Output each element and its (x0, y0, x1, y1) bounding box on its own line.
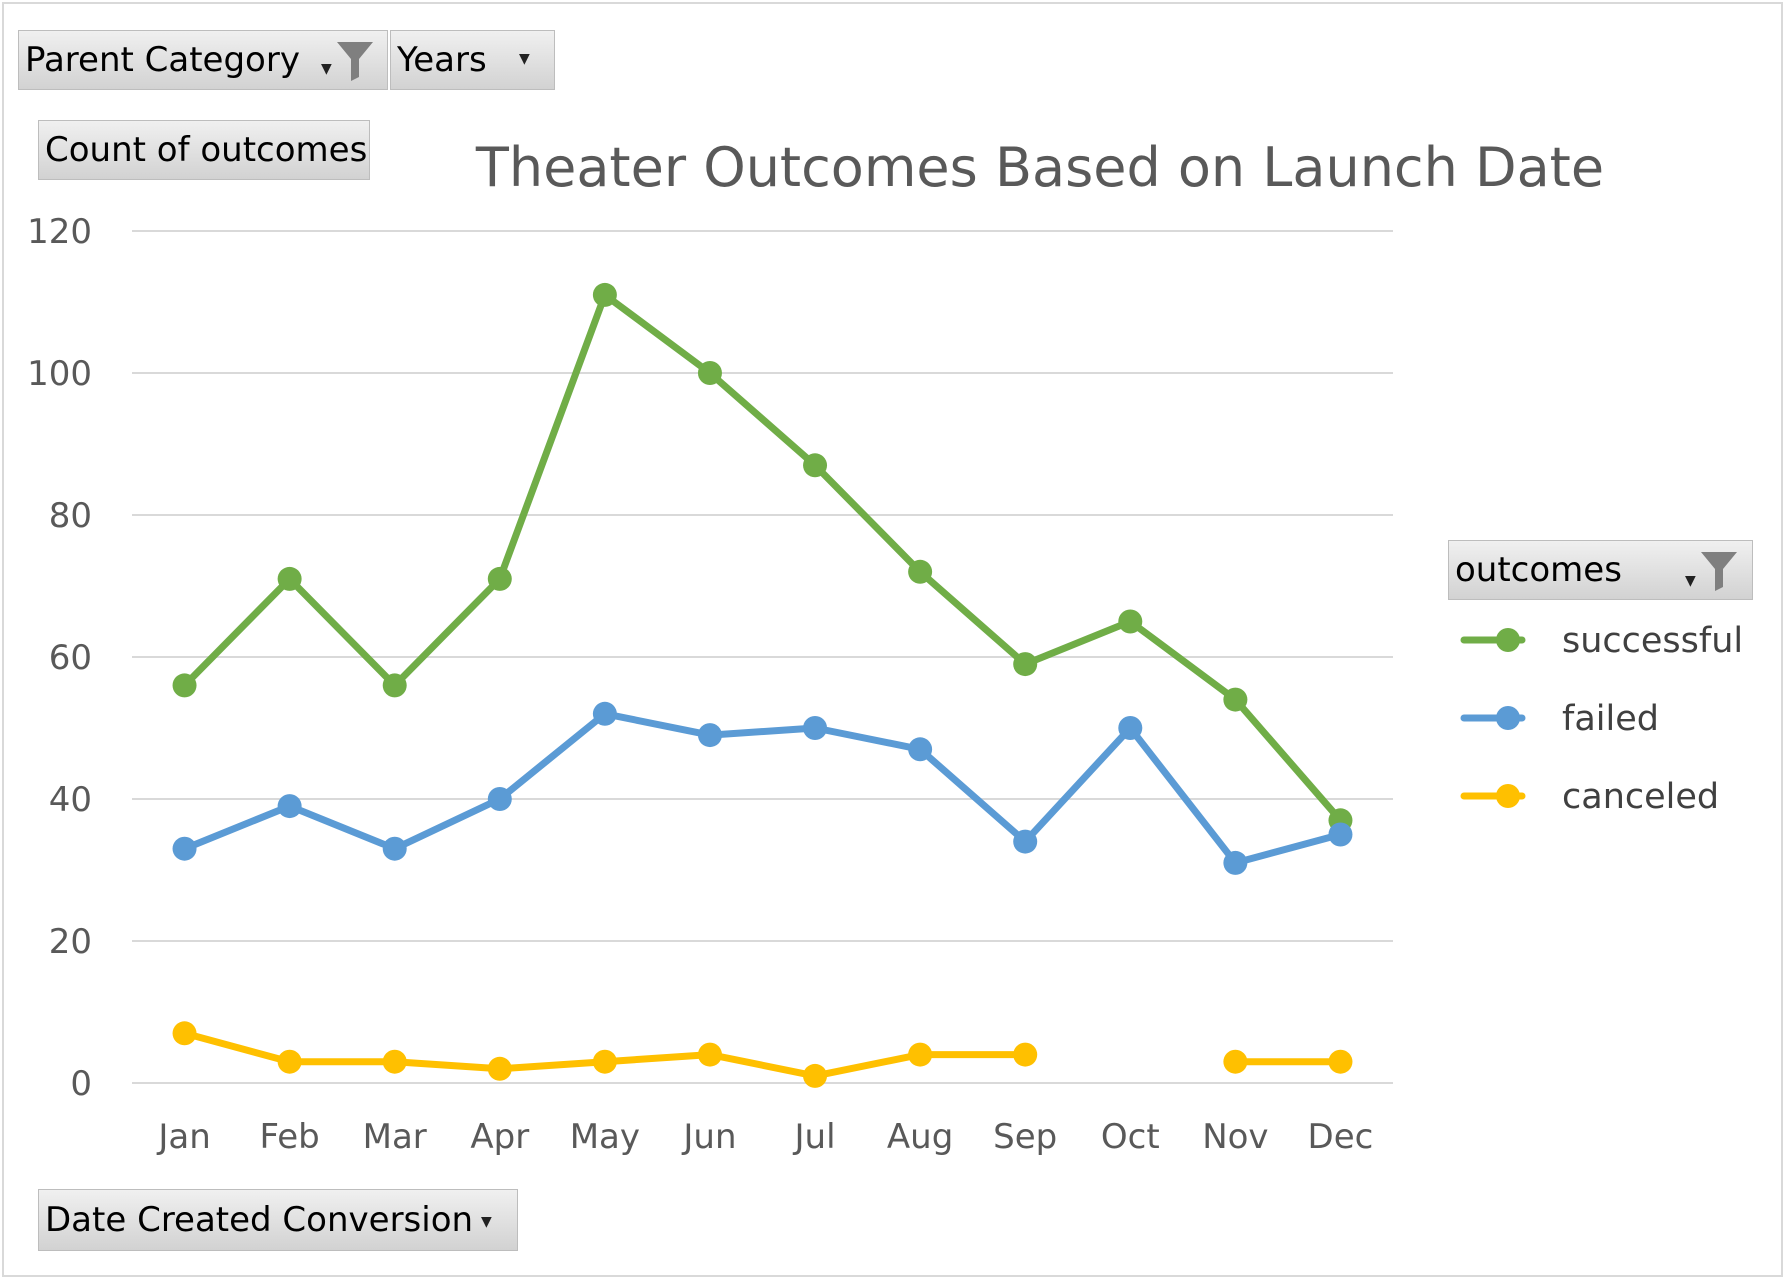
data-point-successful-Oct (1118, 609, 1143, 634)
chevron-down-icon: ▼ (321, 61, 332, 77)
legend-label-failed: failed (1562, 699, 1659, 739)
y-tick-label: 0 (70, 1064, 92, 1104)
data-point-canceled-Jul (803, 1063, 828, 1088)
data-point-failed-Dec (1328, 822, 1353, 847)
x-tick-label: Oct (1101, 1117, 1160, 1157)
data-point-canceled-Jan (172, 1021, 197, 1046)
y-tick-label: 20 (49, 922, 92, 962)
x-tick-label: Apr (470, 1117, 529, 1157)
data-point-canceled-Aug (908, 1042, 933, 1067)
x-axis-ticks: Jan Feb Mar Apr May Jun Jul Aug Sep Oct Nov Dec (156, 1117, 1373, 1157)
data-point-canceled-Feb (277, 1049, 302, 1074)
x-tick-label: Feb (260, 1117, 320, 1157)
legend-marker-canceled (1496, 784, 1520, 808)
values-field-button[interactable]: Count of outcomes (38, 120, 370, 180)
chevron-down-icon: ▼ (519, 51, 530, 67)
y-tick-label: 120 (27, 212, 92, 252)
data-point-successful-Sep (1013, 652, 1038, 677)
legend-label-successful: successful (1562, 621, 1743, 661)
data-point-canceled-Jun (697, 1042, 722, 1067)
years-label: Years (397, 40, 487, 80)
filter-funnel-icon (337, 42, 373, 81)
chevron-down-icon: ▼ (1685, 573, 1696, 589)
values-field-label: Count of outcomes (45, 130, 368, 170)
legend-marker-failed (1496, 706, 1520, 730)
y-tick-label: 60 (49, 638, 92, 678)
data-point-failed-Oct (1118, 716, 1143, 740)
x-tick-label: Jun (681, 1117, 736, 1157)
data-point-failed-Mar (382, 836, 407, 861)
data-point-successful-May (592, 282, 617, 307)
data-point-failed-Aug (908, 737, 933, 762)
y-tick-label: 40 (49, 780, 92, 820)
legend-field-button[interactable]: outcomes ▼ (1448, 540, 1753, 600)
x-tick-label: Aug (887, 1117, 953, 1157)
data-point-successful-Nov (1223, 687, 1248, 712)
chart-title: Theater Outcomes Based on Launch Date (475, 136, 1604, 199)
data-point-failed-Sep (1013, 829, 1038, 854)
data-point-canceled-Nov (1223, 1049, 1248, 1074)
x-tick-label: Jul (793, 1117, 836, 1157)
data-point-canceled-Sep (1013, 1042, 1038, 1067)
x-tick-label: Mar (363, 1117, 427, 1157)
y-tick-label: 80 (49, 496, 92, 536)
data-point-failed-Apr (487, 787, 512, 811)
data-point-failed-Jul (803, 716, 828, 740)
x-tick-label: Sep (993, 1117, 1057, 1157)
data-point-failed-Jan (172, 836, 197, 861)
data-point-successful-Jan (172, 673, 197, 698)
filter-funnel-icon (1701, 552, 1737, 591)
legend-marker-successful (1496, 628, 1520, 652)
data-point-failed-Jun (697, 723, 722, 748)
legend-field-label: outcomes (1455, 550, 1622, 590)
x-tick-label: Jan (156, 1117, 210, 1157)
legend: successful failed canceled (1460, 621, 1743, 817)
series-layer (172, 282, 1353, 1088)
data-point-successful-Jun (697, 361, 722, 385)
data-point-successful-Aug (908, 559, 933, 584)
x-tick-label: May (570, 1117, 640, 1157)
x-tick-label: Nov (1202, 1117, 1268, 1157)
y-tick-label: 100 (27, 354, 92, 394)
data-point-successful-Jul (803, 453, 828, 478)
data-point-failed-Feb (277, 794, 302, 819)
data-point-failed-May (592, 701, 617, 726)
data-point-successful-Feb (277, 566, 302, 591)
gridlines (132, 230, 1393, 1084)
legend-label-canceled: canceled (1562, 777, 1719, 817)
parent-category-filter-button[interactable]: Parent Category ▼ (18, 30, 388, 90)
data-point-canceled-Mar (382, 1049, 407, 1074)
data-point-canceled-May (592, 1049, 617, 1074)
data-point-successful-Apr (487, 566, 512, 591)
series-failed (172, 701, 1353, 875)
x-tick-label: Dec (1308, 1117, 1374, 1157)
series-line-successful (181, 291, 1344, 824)
series-line-failed (181, 710, 1344, 867)
y-axis-ticks: 0 20 40 60 80 100 120 (27, 212, 92, 1104)
data-point-failed-Nov (1223, 850, 1248, 875)
parent-category-label: Parent Category (25, 40, 300, 80)
data-point-successful-Mar (382, 673, 407, 698)
data-point-canceled-Apr (487, 1056, 512, 1081)
years-filter-button[interactable]: Years ▼ (390, 30, 555, 90)
series-successful (172, 282, 1353, 833)
data-point-canceled-Dec (1328, 1049, 1353, 1074)
series-canceled (172, 1021, 1353, 1088)
axis-field-button[interactable]: Date Created Conversion ▼ (38, 1189, 518, 1251)
chevron-down-icon: ▼ (481, 1214, 492, 1230)
axis-field-label: Date Created Conversion (45, 1200, 474, 1240)
